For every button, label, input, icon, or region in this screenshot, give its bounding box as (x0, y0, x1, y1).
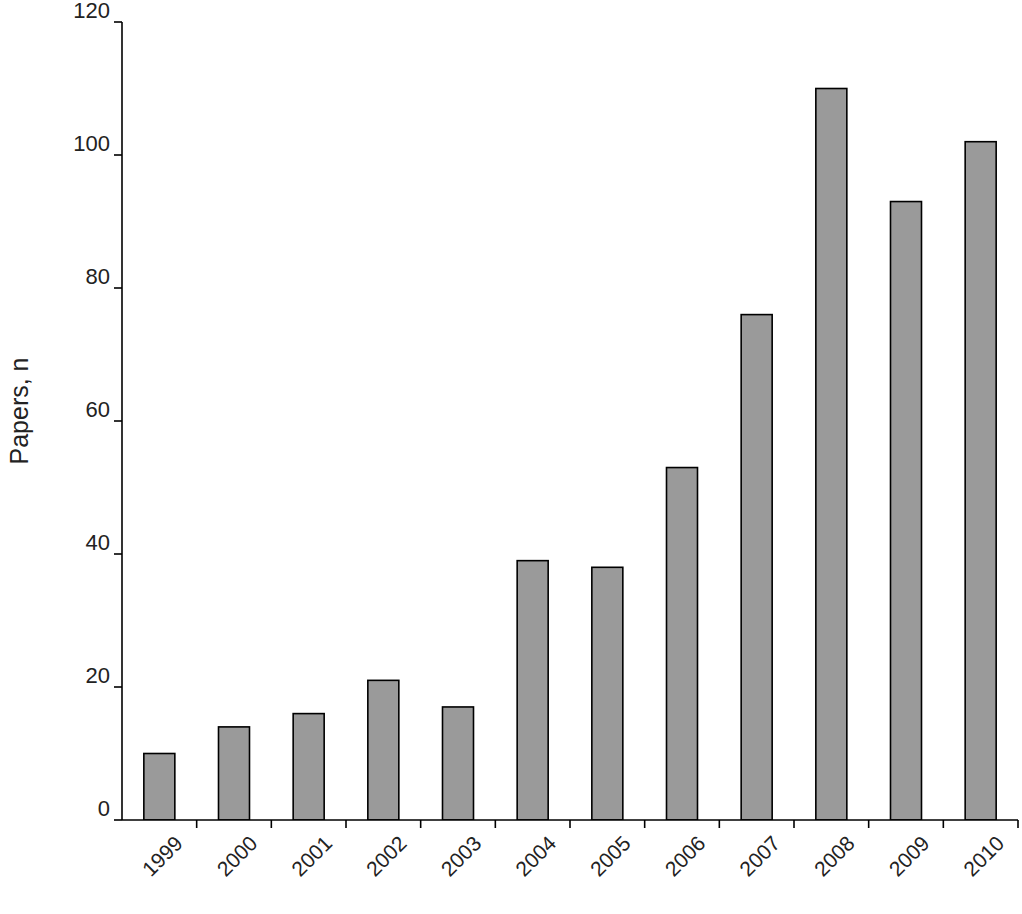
x-tick (345, 820, 347, 828)
bar (592, 567, 623, 820)
x-tick (868, 820, 870, 828)
bar (891, 202, 922, 820)
x-tick-label: 2010 (959, 831, 1008, 880)
x-tick-label: 2000 (212, 831, 261, 880)
x-tick (271, 820, 273, 828)
x-tick (420, 820, 422, 828)
x-tick-label: 2003 (436, 831, 485, 880)
x-tick-label: 2008 (810, 831, 859, 880)
x-tick (719, 820, 721, 828)
y-tick-label: 40 (86, 530, 110, 555)
bar (219, 727, 250, 820)
bar (667, 468, 698, 820)
y-tick-label: 80 (86, 264, 110, 289)
x-tick-label: 2001 (287, 831, 336, 880)
x-tick (793, 820, 795, 828)
bar (816, 89, 847, 821)
x-tick-label: 2005 (586, 831, 635, 880)
x-tick (644, 820, 646, 828)
bar (517, 561, 548, 820)
y-tick (114, 686, 122, 688)
y-tick-label: 120 (73, 0, 110, 23)
bar (368, 680, 399, 820)
y-tick (114, 553, 122, 555)
bar (443, 707, 474, 820)
x-tick-label: 2009 (884, 831, 933, 880)
x-tick-label: 2002 (362, 831, 411, 880)
bars (144, 89, 996, 821)
y-tick (114, 154, 122, 156)
y-tick (114, 287, 122, 289)
chart: 0 20 40 60 80 100 120 1999 2000 2001 2002 2003 2004 2… (0, 0, 1022, 914)
bar (741, 315, 772, 820)
bar (293, 714, 324, 820)
x-tick-label: 2004 (511, 831, 561, 881)
y-axis-label: Papers, n (5, 357, 33, 464)
x-tick-label: 2007 (735, 831, 784, 880)
y-tick (114, 420, 122, 422)
x-tick (495, 820, 497, 828)
y-tick-label: 20 (86, 663, 110, 688)
y-tick-label: 0 (98, 796, 110, 821)
y-tick (114, 819, 122, 821)
x-tick (1017, 820, 1019, 828)
x-tick-label: 2006 (660, 831, 709, 880)
x-tick (196, 820, 198, 828)
x-tick (943, 820, 945, 828)
bar (144, 754, 175, 821)
y-tick (114, 21, 122, 23)
x-tick (569, 820, 571, 828)
bar (965, 142, 996, 820)
y-tick-label: 60 (86, 397, 110, 422)
y-tick-label: 100 (73, 131, 110, 156)
x-tick-label: 1999 (138, 831, 187, 880)
